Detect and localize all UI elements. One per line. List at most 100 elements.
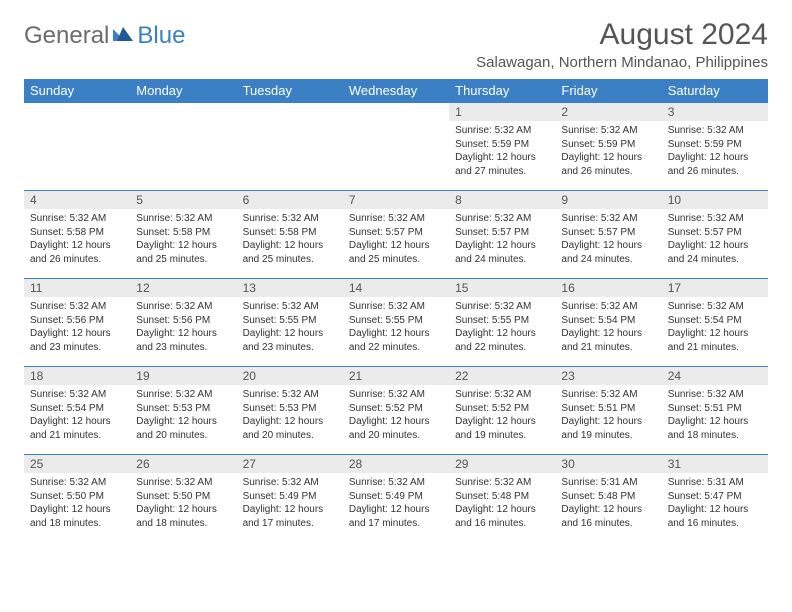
day-number: 8 (449, 191, 555, 209)
day-details: Sunrise: 5:32 AMSunset: 5:52 PMDaylight:… (343, 385, 449, 445)
calendar-day-cell (130, 103, 236, 191)
day-number: 25 (24, 455, 130, 473)
calendar-table: SundayMondayTuesdayWednesdayThursdayFrid… (24, 79, 768, 543)
day-number: 2 (555, 103, 661, 121)
calendar-day-cell: 21Sunrise: 5:32 AMSunset: 5:52 PMDayligh… (343, 367, 449, 455)
day-details: Sunrise: 5:32 AMSunset: 5:49 PMDaylight:… (343, 473, 449, 533)
day-details: Sunrise: 5:32 AMSunset: 5:57 PMDaylight:… (343, 209, 449, 269)
day-number: 15 (449, 279, 555, 297)
day-details: Sunrise: 5:32 AMSunset: 5:54 PMDaylight:… (555, 297, 661, 357)
day-details: Sunrise: 5:32 AMSunset: 5:53 PMDaylight:… (130, 385, 236, 445)
calendar-day-cell: 19Sunrise: 5:32 AMSunset: 5:53 PMDayligh… (130, 367, 236, 455)
day-details: Sunrise: 5:32 AMSunset: 5:57 PMDaylight:… (555, 209, 661, 269)
day-number: 4 (24, 191, 130, 209)
weekday-header: Monday (130, 79, 236, 103)
day-number: 12 (130, 279, 236, 297)
calendar-day-cell: 10Sunrise: 5:32 AMSunset: 5:57 PMDayligh… (662, 191, 768, 279)
day-number: 5 (130, 191, 236, 209)
day-number: 28 (343, 455, 449, 473)
day-details: Sunrise: 5:32 AMSunset: 5:54 PMDaylight:… (662, 297, 768, 357)
calendar-day-cell: 15Sunrise: 5:32 AMSunset: 5:55 PMDayligh… (449, 279, 555, 367)
calendar-day-cell (343, 103, 449, 191)
day-details: Sunrise: 5:32 AMSunset: 5:55 PMDaylight:… (343, 297, 449, 357)
day-details: Sunrise: 5:32 AMSunset: 5:57 PMDaylight:… (449, 209, 555, 269)
day-details: Sunrise: 5:32 AMSunset: 5:56 PMDaylight:… (24, 297, 130, 357)
calendar-day-cell: 7Sunrise: 5:32 AMSunset: 5:57 PMDaylight… (343, 191, 449, 279)
calendar-day-cell: 9Sunrise: 5:32 AMSunset: 5:57 PMDaylight… (555, 191, 661, 279)
day-details: Sunrise: 5:32 AMSunset: 5:54 PMDaylight:… (24, 385, 130, 445)
brand-triangle-icon (113, 25, 135, 48)
calendar-week-row: 25Sunrise: 5:32 AMSunset: 5:50 PMDayligh… (24, 455, 768, 543)
calendar-week-row: 11Sunrise: 5:32 AMSunset: 5:56 PMDayligh… (24, 279, 768, 367)
calendar-day-cell: 3Sunrise: 5:32 AMSunset: 5:59 PMDaylight… (662, 103, 768, 191)
day-number: 9 (555, 191, 661, 209)
calendar-day-cell: 30Sunrise: 5:31 AMSunset: 5:48 PMDayligh… (555, 455, 661, 543)
calendar-day-cell: 13Sunrise: 5:32 AMSunset: 5:55 PMDayligh… (237, 279, 343, 367)
calendar-day-cell (24, 103, 130, 191)
day-details: Sunrise: 5:32 AMSunset: 5:59 PMDaylight:… (662, 121, 768, 181)
day-details: Sunrise: 5:31 AMSunset: 5:47 PMDaylight:… (662, 473, 768, 533)
day-details: Sunrise: 5:32 AMSunset: 5:50 PMDaylight:… (24, 473, 130, 533)
day-details: Sunrise: 5:32 AMSunset: 5:56 PMDaylight:… (130, 297, 236, 357)
calendar-day-cell: 18Sunrise: 5:32 AMSunset: 5:54 PMDayligh… (24, 367, 130, 455)
day-number: 17 (662, 279, 768, 297)
day-number: 1 (449, 103, 555, 121)
weekday-header: Friday (555, 79, 661, 103)
day-details: Sunrise: 5:32 AMSunset: 5:50 PMDaylight:… (130, 473, 236, 533)
calendar-day-cell: 17Sunrise: 5:32 AMSunset: 5:54 PMDayligh… (662, 279, 768, 367)
day-details: Sunrise: 5:32 AMSunset: 5:57 PMDaylight:… (662, 209, 768, 269)
day-number: 22 (449, 367, 555, 385)
day-details: Sunrise: 5:32 AMSunset: 5:59 PMDaylight:… (555, 121, 661, 181)
brand-general: General (24, 22, 109, 50)
day-number: 21 (343, 367, 449, 385)
weekday-header: Thursday (449, 79, 555, 103)
weekday-header: Wednesday (343, 79, 449, 103)
calendar-week-row: 1Sunrise: 5:32 AMSunset: 5:59 PMDaylight… (24, 103, 768, 191)
day-details: Sunrise: 5:32 AMSunset: 5:59 PMDaylight:… (449, 121, 555, 181)
calendar-day-cell: 14Sunrise: 5:32 AMSunset: 5:55 PMDayligh… (343, 279, 449, 367)
day-number: 19 (130, 367, 236, 385)
calendar-day-cell (237, 103, 343, 191)
day-number: 11 (24, 279, 130, 297)
day-number: 30 (555, 455, 661, 473)
calendar-day-cell: 31Sunrise: 5:31 AMSunset: 5:47 PMDayligh… (662, 455, 768, 543)
day-number: 16 (555, 279, 661, 297)
calendar-day-cell: 5Sunrise: 5:32 AMSunset: 5:58 PMDaylight… (130, 191, 236, 279)
day-details: Sunrise: 5:31 AMSunset: 5:48 PMDaylight:… (555, 473, 661, 533)
calendar-day-cell: 2Sunrise: 5:32 AMSunset: 5:59 PMDaylight… (555, 103, 661, 191)
day-number: 18 (24, 367, 130, 385)
calendar-day-cell: 1Sunrise: 5:32 AMSunset: 5:59 PMDaylight… (449, 103, 555, 191)
calendar-day-cell: 29Sunrise: 5:32 AMSunset: 5:48 PMDayligh… (449, 455, 555, 543)
calendar-week-row: 4Sunrise: 5:32 AMSunset: 5:58 PMDaylight… (24, 191, 768, 279)
calendar-day-cell: 26Sunrise: 5:32 AMSunset: 5:50 PMDayligh… (130, 455, 236, 543)
day-details: Sunrise: 5:32 AMSunset: 5:55 PMDaylight:… (237, 297, 343, 357)
day-details: Sunrise: 5:32 AMSunset: 5:49 PMDaylight:… (237, 473, 343, 533)
day-number: 14 (343, 279, 449, 297)
title-block: August 2024 Salawagan, Northern Mindanao… (476, 18, 768, 71)
calendar-day-cell: 23Sunrise: 5:32 AMSunset: 5:51 PMDayligh… (555, 367, 661, 455)
day-number: 10 (662, 191, 768, 209)
weekday-header: Sunday (24, 79, 130, 103)
day-details: Sunrise: 5:32 AMSunset: 5:51 PMDaylight:… (555, 385, 661, 445)
day-details: Sunrise: 5:32 AMSunset: 5:58 PMDaylight:… (130, 209, 236, 269)
brand-blue: Blue (137, 22, 185, 50)
day-number: 31 (662, 455, 768, 473)
day-number: 20 (237, 367, 343, 385)
day-number: 13 (237, 279, 343, 297)
day-number: 27 (237, 455, 343, 473)
weekday-header: Saturday (662, 79, 768, 103)
brand-logo: General Blue (24, 22, 185, 50)
day-number: 7 (343, 191, 449, 209)
calendar-day-cell: 8Sunrise: 5:32 AMSunset: 5:57 PMDaylight… (449, 191, 555, 279)
day-details: Sunrise: 5:32 AMSunset: 5:53 PMDaylight:… (237, 385, 343, 445)
day-details: Sunrise: 5:32 AMSunset: 5:52 PMDaylight:… (449, 385, 555, 445)
day-details: Sunrise: 5:32 AMSunset: 5:48 PMDaylight:… (449, 473, 555, 533)
day-details: Sunrise: 5:32 AMSunset: 5:55 PMDaylight:… (449, 297, 555, 357)
day-number: 6 (237, 191, 343, 209)
calendar-day-cell: 12Sunrise: 5:32 AMSunset: 5:56 PMDayligh… (130, 279, 236, 367)
day-number: 24 (662, 367, 768, 385)
calendar-day-cell: 24Sunrise: 5:32 AMSunset: 5:51 PMDayligh… (662, 367, 768, 455)
location-subtitle: Salawagan, Northern Mindanao, Philippine… (476, 54, 768, 71)
day-number: 23 (555, 367, 661, 385)
calendar-day-cell: 11Sunrise: 5:32 AMSunset: 5:56 PMDayligh… (24, 279, 130, 367)
